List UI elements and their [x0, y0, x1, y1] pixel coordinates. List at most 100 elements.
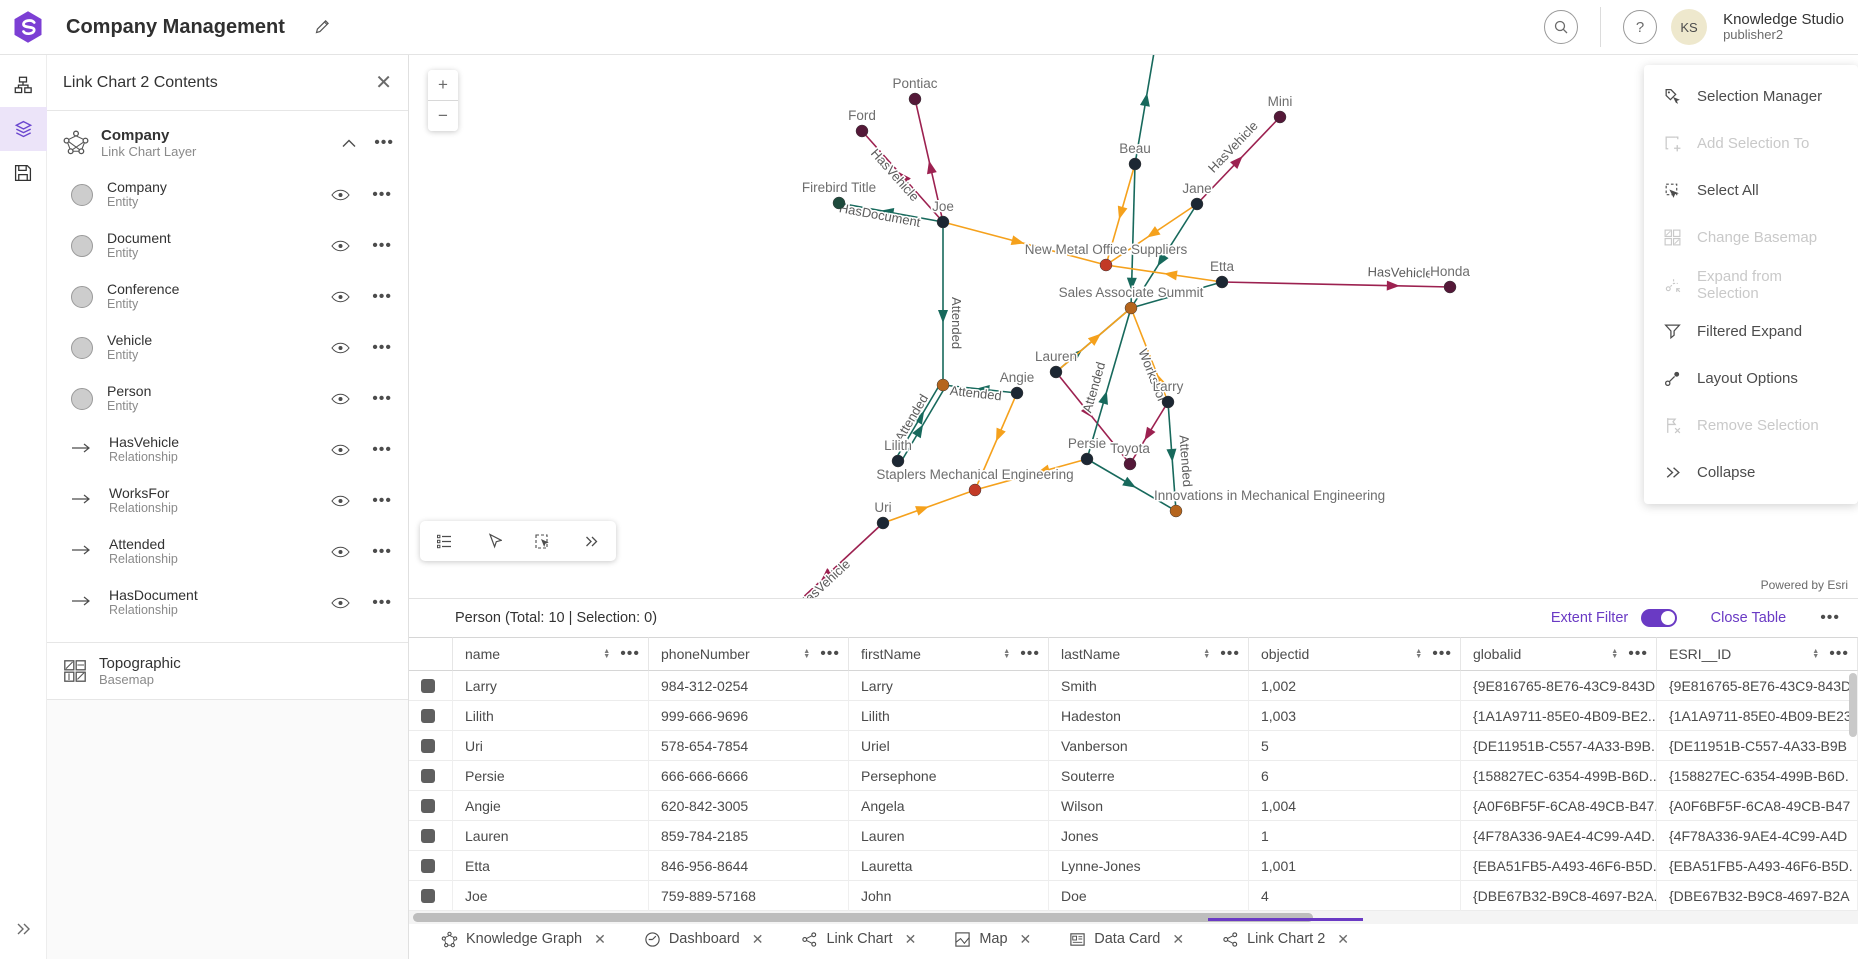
row-checkbox[interactable] — [421, 708, 435, 723]
row-checkbox[interactable] — [421, 738, 435, 753]
tab-knowledge-graph[interactable]: Knowledge Graph ✕ — [427, 919, 620, 959]
visibility-toggle[interactable] — [331, 240, 350, 252]
row-select-cell[interactable] — [409, 821, 453, 851]
menu-item-selection-manager[interactable]: Selection Manager — [1644, 73, 1858, 120]
tab-close-icon[interactable]: ✕ — [751, 930, 764, 947]
layer-item-company[interactable]: Company Entity ••• — [47, 169, 408, 220]
layer-options-button[interactable]: ••• — [374, 134, 394, 151]
graph-node-angie[interactable] — [1010, 386, 1024, 400]
visibility-eye-icon[interactable] — [331, 495, 350, 507]
visibility-eye-icon[interactable] — [331, 393, 350, 405]
table-options-button[interactable]: ••• — [1820, 608, 1840, 626]
column-options-button[interactable]: ••• — [1628, 645, 1648, 662]
item-options-button[interactable]: ••• — [372, 491, 392, 509]
layer-item-hasdocument[interactable]: HasDocument Relationship ••• — [47, 577, 408, 628]
tab-close-icon[interactable]: ✕ — [1019, 930, 1032, 947]
table-vertical-scrollbar[interactable] — [1849, 673, 1857, 737]
extent-filter-toggle[interactable] — [1640, 608, 1677, 627]
edge-worksfor[interactable] — [1130, 307, 1169, 403]
rail-collapse-button[interactable] — [0, 907, 47, 951]
visibility-eye-icon[interactable] — [331, 240, 350, 252]
help-button[interactable]: ? — [1623, 10, 1658, 44]
pointer-tool-button[interactable] — [481, 528, 507, 554]
layer-item-document[interactable]: Document Entity ••• — [47, 220, 408, 271]
edge-hasvehicle[interactable] — [797, 522, 884, 598]
close-panel-button[interactable]: ✕ — [375, 71, 392, 94]
visibility-toggle[interactable] — [331, 597, 350, 609]
row-select-cell[interactable] — [409, 731, 453, 761]
layer-item-person[interactable]: Person Entity ••• — [47, 373, 408, 424]
sort-icon[interactable]: ▲ ▼ — [1611, 648, 1619, 660]
zoom-in-button[interactable]: + — [428, 70, 458, 100]
visibility-toggle[interactable] — [331, 291, 350, 303]
user-info[interactable]: Knowledge Studio publisher2 — [1723, 11, 1844, 43]
tab-map[interactable]: Map ✕ — [940, 919, 1045, 959]
column-header-lastName[interactable]: lastName ▲ ▼ ••• — [1049, 637, 1249, 671]
column-header-name[interactable]: name ▲ ▼ ••• — [453, 637, 649, 671]
row-checkbox[interactable] — [421, 828, 435, 843]
tab-dashboard[interactable]: Dashboard ✕ — [630, 919, 778, 959]
column-options-button[interactable]: ••• — [1829, 645, 1849, 662]
link-chart-canvas[interactable]: HasVehicle HasVehicle HasVehicle HasVehicle… — [409, 55, 1858, 598]
graph-node-jane[interactable] — [1190, 197, 1204, 211]
layer-item-attended[interactable]: Attended Relationship ••• — [47, 526, 408, 577]
visibility-toggle[interactable] — [331, 342, 350, 354]
link-chart-graph[interactable]: HasVehicle HasVehicleHasVehicleHasVehicle… — [409, 55, 1858, 598]
column-options-button[interactable]: ••• — [1020, 645, 1040, 662]
graph-node-etta[interactable] — [1215, 275, 1229, 289]
row-checkbox[interactable] — [421, 888, 435, 903]
item-options-button[interactable]: ••• — [372, 236, 392, 254]
visibility-eye-icon[interactable] — [331, 342, 350, 354]
tab-close-icon[interactable]: ✕ — [1172, 930, 1185, 947]
layer-group-header[interactable]: Company Link Chart Layer ••• — [47, 111, 408, 169]
menu-item-select-all[interactable]: Select All — [1644, 167, 1858, 214]
layer-item-worksfor[interactable]: WorksFor Relationship ••• — [47, 475, 408, 526]
select-tool-button[interactable] — [530, 528, 556, 554]
row-checkbox[interactable] — [421, 678, 435, 693]
sort-icon[interactable]: ▲ ▼ — [1203, 648, 1211, 660]
layer-item-conference[interactable]: Conference Entity ••• — [47, 271, 408, 322]
row-select-cell[interactable] — [409, 881, 453, 911]
item-options-button[interactable]: ••• — [372, 287, 392, 305]
graph-node-lauren[interactable] — [1049, 365, 1063, 379]
row-select-cell[interactable] — [409, 851, 453, 881]
sort-icon[interactable]: ▲ ▼ — [1415, 648, 1423, 660]
column-header-objectid[interactable]: objectid ▲ ▼ ••• — [1249, 637, 1461, 671]
zoom-out-button[interactable]: − — [428, 101, 458, 131]
sort-icon[interactable]: ▲ ▼ — [1003, 648, 1011, 660]
column-header-firstName[interactable]: firstName ▲ ▼ ••• — [849, 637, 1049, 671]
menu-item-collapse[interactable]: Collapse — [1644, 449, 1858, 496]
row-checkbox[interactable] — [421, 858, 435, 873]
scrollbar-handle[interactable] — [413, 913, 1313, 922]
column-options-button[interactable]: ••• — [1220, 645, 1240, 662]
graph-node-pontiac[interactable] — [908, 92, 922, 106]
item-options-button[interactable]: ••• — [372, 440, 392, 458]
tab-data-card[interactable]: Data Card ✕ — [1055, 919, 1198, 959]
close-table-button[interactable]: Close Table — [1710, 609, 1787, 626]
menu-item-filtered-expand[interactable]: Filtered Expand — [1644, 308, 1858, 355]
column-options-button[interactable]: ••• — [820, 645, 840, 662]
edit-title-button[interactable] — [307, 12, 337, 42]
column-header-phoneNumber[interactable]: phoneNumber ▲ ▼ ••• — [649, 637, 849, 671]
tab-close-icon[interactable]: ✕ — [594, 930, 606, 947]
layer-item-vehicle[interactable]: Vehicle Entity ••• — [47, 322, 408, 373]
column-header-globalid[interactable]: globalid ▲ ▼ ••• — [1461, 637, 1657, 671]
row-select-cell[interactable] — [409, 701, 453, 731]
graph-node-joe[interactable] — [936, 215, 950, 229]
graph-node-newmetal[interactable] — [1099, 258, 1113, 272]
search-button[interactable] — [1544, 10, 1579, 44]
column-options-button[interactable]: ••• — [620, 645, 640, 662]
legend-list-button[interactable] — [432, 528, 458, 554]
row-select-cell[interactable] — [409, 671, 453, 701]
graph-node-lilith[interactable] — [891, 454, 905, 468]
visibility-toggle[interactable] — [331, 393, 350, 405]
visibility-eye-icon[interactable] — [331, 546, 350, 558]
avatar[interactable]: KS — [1671, 9, 1708, 45]
visibility-eye-icon[interactable] — [331, 189, 350, 201]
item-options-button[interactable]: ••• — [372, 389, 392, 407]
table-horizontal-scrollbar[interactable] — [409, 911, 1858, 924]
item-options-button[interactable]: ••• — [372, 542, 392, 560]
edge-worksfor[interactable] — [974, 458, 1088, 491]
row-checkbox[interactable] — [421, 768, 435, 783]
edge-attended[interactable] — [1086, 307, 1132, 460]
